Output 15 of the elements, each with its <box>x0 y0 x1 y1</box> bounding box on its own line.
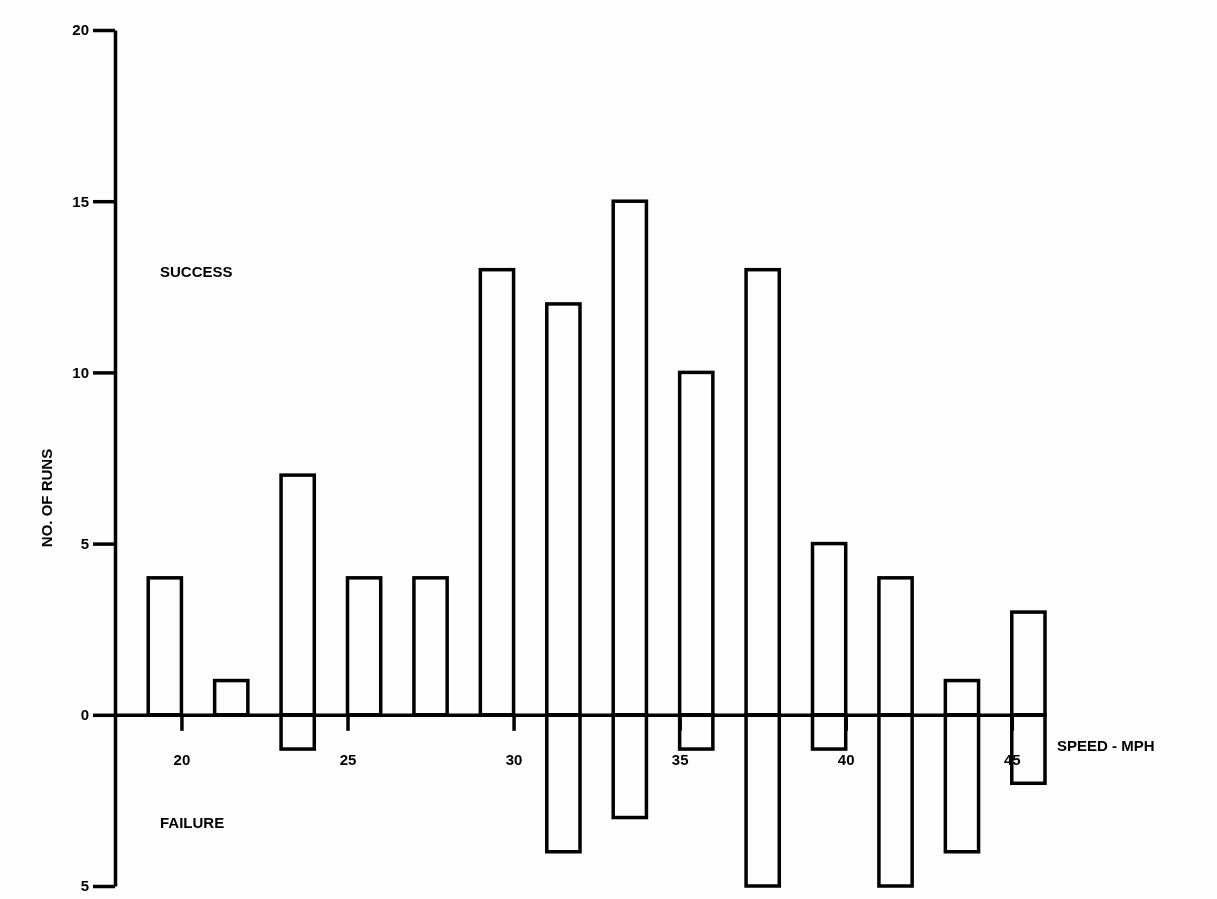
x-tick-label: 20 <box>173 751 191 769</box>
y-tick-label: 15 <box>72 192 89 210</box>
x-axis-title: SPEED - MPH <box>1057 736 1155 754</box>
x-tick-label: 35 <box>671 751 689 769</box>
x-tick-label: 25 <box>339 751 357 769</box>
y-tick-label: 5 <box>80 877 89 895</box>
y-axis-title: NO. OF RUNS <box>38 448 55 548</box>
annotation: FAILURE <box>160 814 225 831</box>
y-tick-label: 10 <box>72 363 89 381</box>
x-tick-label: 30 <box>505 751 523 769</box>
y-tick-label: 0 <box>80 706 89 724</box>
x-tick-label: 40 <box>837 751 855 769</box>
y-tick-label: 20 <box>72 21 89 39</box>
annotation: SUCCESS <box>160 262 233 280</box>
y-tick-label: 5 <box>80 534 89 552</box>
